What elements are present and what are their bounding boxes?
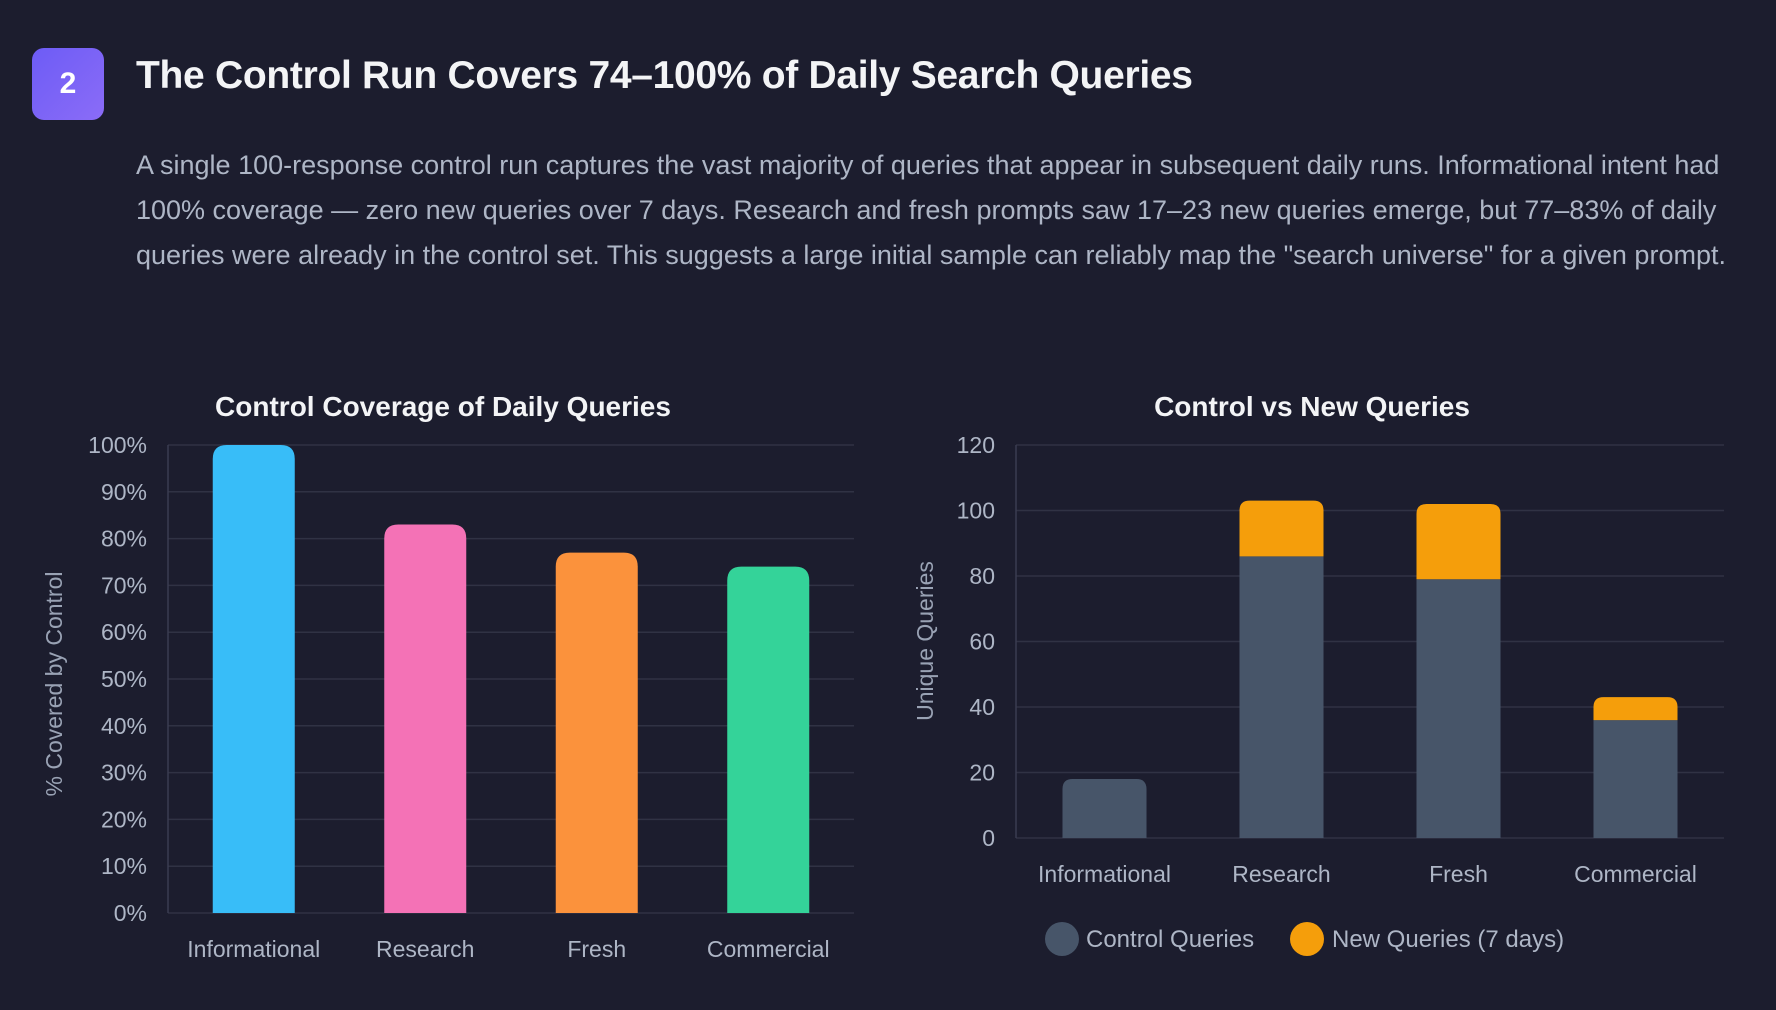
bar-fresh-control	[1416, 579, 1501, 838]
control-vs-new-chart-x-ticks: Informational Research Fresh Commercial	[1038, 861, 1697, 887]
bar-informational	[212, 445, 295, 913]
control-vs-new-chart-legend: Control Queries New Queries (7 days)	[1045, 922, 1564, 956]
bar-informational-control	[1062, 779, 1147, 838]
coverage-chart-title: Control Coverage of Daily Queries	[215, 391, 671, 422]
y-tick-label: 10%	[101, 853, 147, 879]
coverage-chart-x-ticks: Informational Research Fresh Commercial	[187, 936, 829, 962]
bar-commercial-new	[1593, 697, 1678, 721]
page-title: The Control Run Covers 74–100% of Daily …	[136, 54, 1193, 97]
y-tick-label: 30%	[101, 760, 147, 786]
bar-research-new	[1239, 500, 1324, 557]
y-tick-label: 50%	[101, 666, 147, 692]
y-tick-label: 40%	[101, 713, 147, 739]
x-tick-label: Commercial	[707, 936, 830, 962]
y-tick-label: 70%	[101, 572, 147, 598]
x-tick-label: Research	[376, 936, 474, 962]
bar-research-control	[1239, 556, 1324, 838]
legend-label-new: New Queries (7 days)	[1332, 926, 1564, 953]
y-tick-label: 80%	[101, 526, 147, 552]
y-tick-label: 20	[969, 760, 995, 786]
control-vs-new-chart-bars	[1062, 500, 1678, 838]
legend-swatch-new	[1290, 922, 1324, 956]
control-vs-new-chart-y-axis-label: Unique Queries	[912, 561, 938, 721]
coverage-chart: Control Coverage of Daily Queries % Cove…	[41, 391, 854, 962]
legend-swatch-control	[1045, 922, 1079, 956]
control-vs-new-chart-title: Control vs New Queries	[1154, 391, 1470, 422]
x-tick-label: Fresh	[567, 936, 626, 962]
y-tick-label: 120	[957, 432, 995, 458]
coverage-chart-y-axis-label: % Covered by Control	[41, 572, 67, 797]
bar-commercial-control	[1593, 720, 1678, 838]
legend-label-control: Control Queries	[1086, 926, 1254, 953]
y-tick-label: 0	[982, 825, 995, 851]
y-tick-label: 0%	[114, 900, 147, 926]
coverage-chart-bars	[212, 445, 810, 913]
y-tick-label: 100%	[88, 432, 147, 458]
x-tick-label: Informational	[1038, 861, 1171, 887]
y-tick-label: 60%	[101, 619, 147, 645]
section-number-badge: 2	[32, 48, 104, 120]
control-vs-new-chart-y-ticks: 0 20 40 60 80 100 120	[957, 432, 995, 851]
x-tick-label: Research	[1232, 861, 1330, 887]
bar-research	[384, 524, 467, 913]
x-tick-label: Commercial	[1574, 861, 1697, 887]
x-tick-label: Fresh	[1429, 861, 1488, 887]
page-description: A single 100-response control run captur…	[136, 150, 1726, 270]
y-tick-label: 100	[957, 498, 995, 524]
y-tick-label: 80	[969, 563, 995, 589]
y-tick-label: 60	[969, 629, 995, 655]
x-tick-label: Informational	[187, 936, 320, 962]
y-tick-label: 40	[969, 694, 995, 720]
y-tick-label: 20%	[101, 806, 147, 832]
bar-fresh-new	[1416, 503, 1501, 580]
bar-commercial	[727, 566, 810, 913]
bar-fresh	[555, 552, 638, 913]
coverage-chart-y-ticks: 0% 10% 20% 30% 40% 50% 60% 70% 80% 90% 100%	[88, 432, 147, 926]
y-tick-label: 90%	[101, 479, 147, 505]
